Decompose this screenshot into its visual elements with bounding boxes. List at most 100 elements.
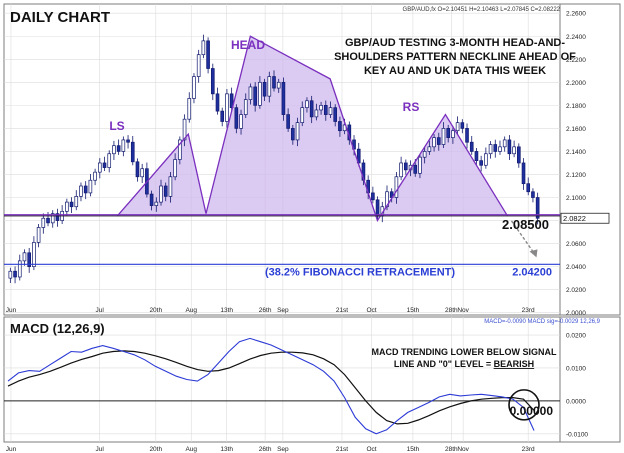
candle-body [502,139,507,148]
candle-body [436,137,441,145]
candle-body [102,162,107,168]
price-y-tick: 2.2600 [566,11,586,18]
candle-body [17,260,22,278]
price-y-tick: 2.0000 [566,310,586,317]
candle-body [239,114,243,129]
candle-body [507,139,512,155]
fibonacci-label: (38.2% FIBONACCI RETRACEMENT) [265,266,455,278]
candle-body [375,199,380,217]
price-x-tick: 15th [407,307,420,314]
last-price-box [560,212,610,224]
macd-annotation-line-2: LINE AND "0" LEVEL = BEARISH [394,359,534,369]
candle-body [130,141,135,163]
candle-body [55,213,60,221]
price-y-tick: 2.0200 [566,287,586,294]
price-y-tick: 2.2000 [566,80,586,87]
price-y-tick: 2.1400 [566,149,586,156]
price-x-tick: Nov [457,307,469,314]
candle-body [178,139,182,160]
candle-body [65,201,69,212]
candle-body [8,270,13,279]
macd-annotation-emphasis: BEARISH [494,359,535,369]
price-x-tick: 28th [445,307,458,314]
annotation-line-2: SHOULDERS PATTERN NECKLINE AHEAD OF [334,51,576,63]
right-shoulder-label: RS [403,100,420,114]
macd-y-tick: 0.0000 [566,398,586,405]
candle-body [168,176,173,197]
price-x-tick: 20th [149,307,162,314]
candle-body [215,93,220,112]
head-and-shoulders-outline [116,35,509,223]
candle-body [460,122,465,129]
candle-body [253,86,257,106]
price-y-tick: 2.0600 [566,241,586,248]
candle-body [323,105,328,115]
macd-annotation-line-1: MACD TRENDING LOWER BELOW SIGNAL [372,347,557,357]
candle-body [140,168,144,178]
macd-x-tick: Aug [185,446,197,453]
candle-body [69,201,74,208]
price-y-tick: 2.1600 [566,126,586,133]
price-x-tick: 13th [220,307,233,314]
candle-body [281,81,286,115]
candle-body [305,100,309,109]
price-x-tick: Jul [95,307,104,314]
price-x-tick: Aug [185,307,197,314]
candle-body [333,107,338,122]
macd-zero-label: 0.00000 [510,404,554,418]
macd-y-tick: 0.0200 [566,333,586,340]
price-y-tick: 2.1800 [566,103,586,110]
price-x-tick: Jun [6,307,17,314]
price-x-tick-labels: Jun Jul 20th Aug 13th 26th Sep 21st Oct 15th 28th N… [6,307,535,314]
candle-body [126,139,130,143]
candle-body [455,122,460,132]
price-y-tick: 2.0400 [566,264,586,271]
candle-body [517,146,521,164]
price-y-tick: 2.2200 [566,57,586,64]
candle-body [300,107,305,123]
candle-body [446,128,451,138]
candle-body [422,151,427,158]
annotation-line-1: GBP/AUD TESTING 3-MONTH HEAD-AND- [345,37,565,49]
candle-body [314,109,319,118]
candle-body [286,114,290,129]
candle-body [74,196,79,208]
candle-body [22,252,27,262]
head-label: HEAD [231,38,265,52]
candle-body [262,81,267,97]
candle-body [535,197,540,219]
macd-annotation-prefix: LINE AND "0" LEVEL = [394,359,494,369]
price-x-tick: 26th [259,307,272,314]
candle-body [97,162,102,173]
head-and-shoulders-shading [117,36,508,221]
candle-body [182,118,187,141]
candle-body [149,193,154,206]
candle-body [50,213,55,224]
candle-body [220,110,225,122]
candle-body [88,179,93,194]
macd-x-tick: Oct [366,446,376,453]
candle-body [526,183,531,193]
projection-arrow-head [529,249,538,258]
candle-body [488,144,493,155]
candle-body [173,159,177,178]
candle-body [291,128,295,141]
price-y-tick: 2.2400 [566,34,586,41]
macd-line [7,337,535,435]
macd-x-tick: 15th [407,446,420,453]
ticker-info: GBP/AUD,fx O=2.10451 H=2.10463 L=2.07845… [403,7,561,13]
candle-body [159,185,163,203]
candle-body [229,93,234,109]
neckline-value-label: 2.08500 [502,217,549,232]
candle-body [319,105,323,111]
macd-x-tick: 28th [445,446,458,453]
macd-y-tick: 0.0100 [566,365,586,372]
last-price-label: 2.0822 [563,214,586,223]
candle-body [295,122,300,141]
candle-body [465,128,469,143]
candle-body [394,176,399,198]
candle-body [107,153,112,168]
candle-body [93,171,97,181]
price-x-tick: 21st [336,307,348,314]
candle-body [163,185,168,197]
